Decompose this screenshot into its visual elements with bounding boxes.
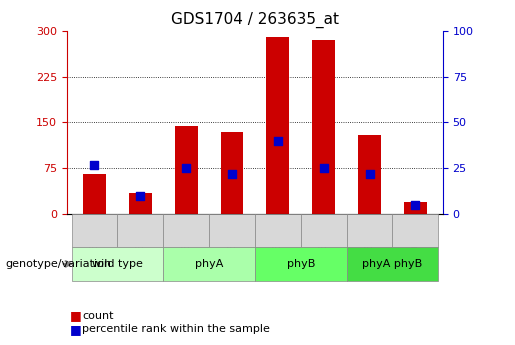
- Text: phyB: phyB: [286, 259, 315, 269]
- Text: ■: ■: [70, 309, 81, 322]
- Point: [274, 138, 282, 144]
- Point: [411, 202, 420, 207]
- Point: [182, 166, 190, 171]
- Bar: [301, 214, 347, 247]
- Bar: [220, 132, 244, 214]
- Bar: [72, 247, 163, 281]
- Bar: [347, 214, 392, 247]
- Bar: [72, 214, 117, 247]
- Point: [320, 166, 328, 171]
- Bar: [255, 247, 347, 281]
- Bar: [312, 40, 335, 214]
- Text: count: count: [82, 311, 114, 321]
- Bar: [347, 247, 438, 281]
- Text: phyA phyB: phyA phyB: [363, 259, 423, 269]
- Bar: [255, 214, 301, 247]
- Bar: [163, 247, 255, 281]
- Bar: [163, 214, 209, 247]
- Bar: [83, 174, 106, 214]
- Bar: [209, 214, 255, 247]
- Text: percentile rank within the sample: percentile rank within the sample: [82, 325, 270, 334]
- Point: [366, 171, 374, 176]
- Bar: [175, 126, 198, 214]
- Point: [228, 171, 236, 176]
- Text: genotype/variation: genotype/variation: [5, 259, 111, 269]
- Bar: [404, 202, 427, 214]
- Title: GDS1704 / 263635_at: GDS1704 / 263635_at: [171, 12, 339, 28]
- Bar: [358, 135, 381, 214]
- Point: [136, 193, 144, 198]
- Bar: [129, 193, 152, 214]
- Text: phyA: phyA: [195, 259, 224, 269]
- Text: wild type: wild type: [92, 259, 143, 269]
- Bar: [266, 37, 289, 214]
- Bar: [117, 214, 163, 247]
- Point: [90, 162, 98, 167]
- Bar: [392, 214, 438, 247]
- Text: ■: ■: [70, 323, 81, 336]
